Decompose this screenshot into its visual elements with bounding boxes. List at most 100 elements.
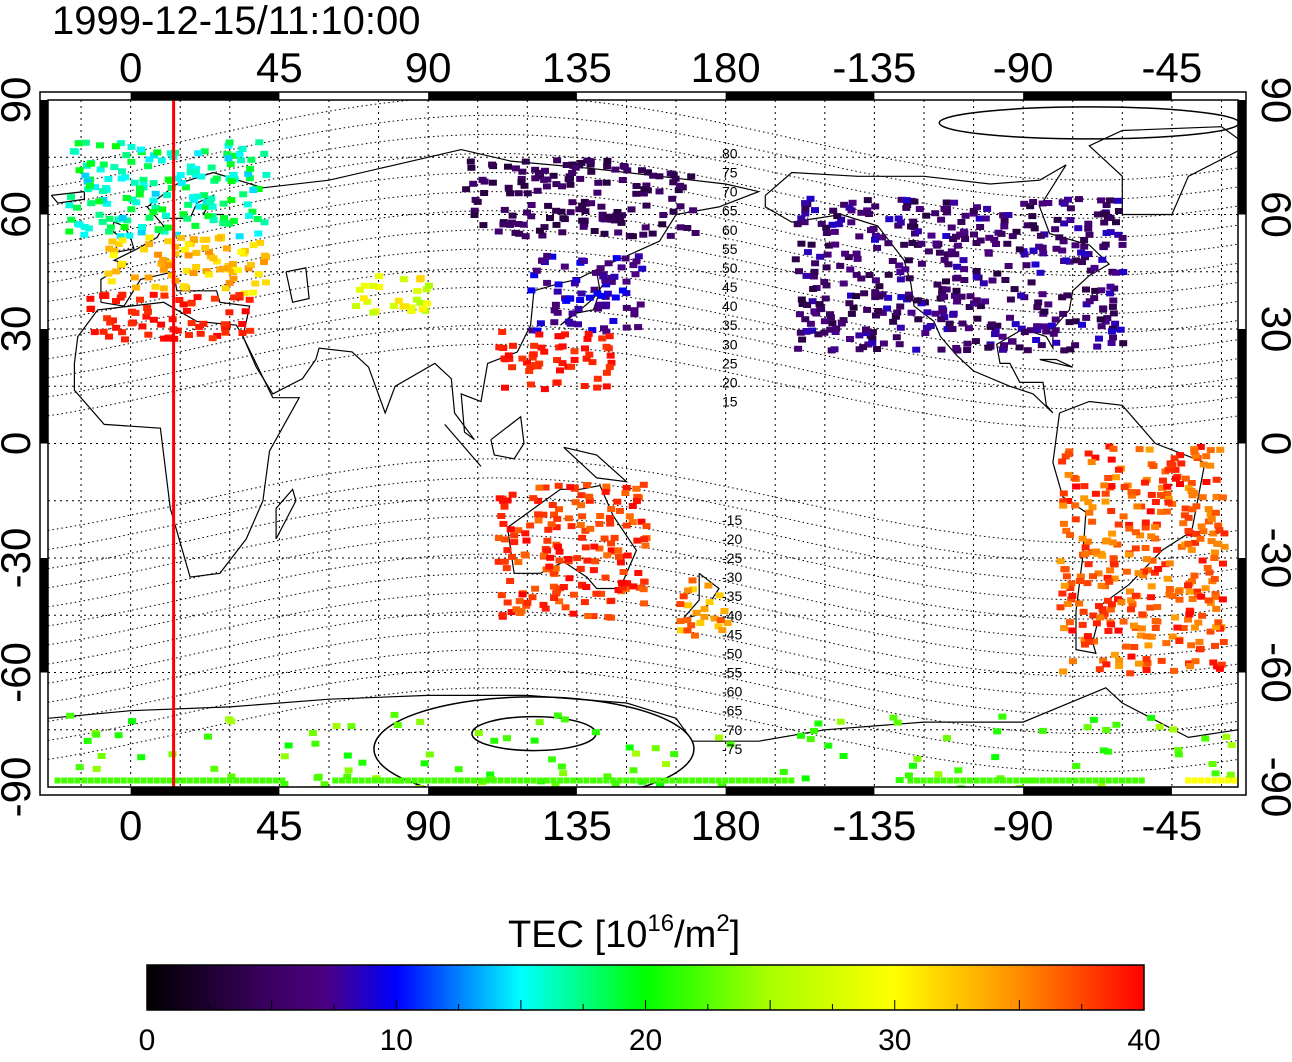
tec-cell — [972, 268, 981, 274]
tec-cell — [598, 211, 607, 218]
tec-cell — [120, 224, 129, 231]
tec-cell — [164, 238, 173, 245]
tec-cell — [726, 741, 735, 748]
tec-cell — [641, 542, 650, 549]
tec-cell — [117, 175, 126, 182]
tec-cell — [1139, 572, 1148, 579]
coastline — [444, 424, 482, 467]
tec-cell — [871, 277, 880, 284]
tec-cell — [153, 777, 160, 784]
tec-cell — [616, 777, 623, 784]
tec-cell — [633, 537, 642, 544]
tec-cell — [1070, 474, 1079, 481]
tec-cell — [1231, 777, 1238, 784]
tec-cell — [558, 360, 567, 367]
tec-cell — [605, 333, 614, 340]
tec-cell — [200, 777, 207, 784]
tec-cell — [868, 329, 877, 336]
tec-cell — [262, 279, 270, 286]
tec-cell — [629, 777, 636, 784]
tec-cell — [517, 175, 526, 182]
tec-cell — [1190, 624, 1199, 631]
tec-cell — [571, 499, 580, 506]
tec-cell — [641, 224, 650, 231]
tec-cell — [506, 578, 515, 584]
colorbar-tick-label: 30 — [878, 1024, 911, 1057]
tec-cell — [585, 351, 594, 358]
tec-cell — [147, 777, 154, 784]
colorbar-tick-label: 10 — [380, 1024, 413, 1057]
tec-cell — [869, 225, 878, 232]
tec-cell — [1038, 727, 1047, 734]
tec-cell — [904, 772, 913, 779]
tec-cell — [632, 190, 641, 197]
tec-cell — [110, 164, 119, 171]
tec-cell — [821, 295, 830, 302]
tec-cell — [1108, 539, 1117, 546]
tec-cell — [632, 183, 641, 189]
tec-cell — [155, 227, 164, 233]
right-latitude-label: -30 — [1253, 528, 1292, 589]
mlat-polar-contour — [938, 106, 1238, 140]
tec-cell — [633, 493, 642, 500]
tec-cell — [246, 777, 253, 784]
tec-cell — [254, 271, 263, 278]
tec-cell — [589, 613, 598, 620]
tec-cell — [184, 252, 193, 259]
tec-cell — [576, 522, 585, 528]
tec-cell — [800, 219, 809, 226]
tec-cell — [552, 221, 561, 228]
tec-cell — [140, 246, 149, 253]
tec-cell — [826, 311, 834, 318]
tec-cell — [914, 316, 923, 323]
tec-cell — [227, 718, 236, 725]
tec-cell — [1076, 573, 1085, 580]
tec-cell — [1072, 777, 1079, 784]
tec-cell — [144, 331, 153, 338]
tec-cell — [1017, 292, 1026, 299]
tec-cell — [499, 497, 508, 504]
coastline — [73, 301, 301, 578]
tec-cell — [86, 160, 95, 167]
tec-cell — [105, 215, 114, 222]
tec-cell — [338, 777, 345, 784]
tec-cell — [555, 557, 564, 564]
tec-cell — [1215, 665, 1224, 672]
tec-cell — [592, 590, 601, 597]
mlat-contour — [48, 610, 1238, 696]
tec-cell — [1068, 627, 1077, 634]
tec-cell — [83, 737, 92, 744]
tec-cell — [75, 167, 84, 174]
tec-cell — [1097, 550, 1106, 557]
tec-cell — [607, 278, 616, 285]
tec-cell — [961, 212, 970, 219]
tec-cell — [163, 335, 171, 342]
tec-cell — [208, 203, 217, 210]
tec-cell — [908, 240, 917, 246]
left-latitude-label: -60 — [0, 642, 39, 703]
tec-cell — [73, 204, 81, 211]
tec-cell — [551, 565, 560, 572]
tec-cell — [543, 279, 552, 286]
mlat-contour — [48, 324, 1238, 410]
tec-cell — [1151, 625, 1160, 631]
tec-cell — [1127, 489, 1136, 496]
tec-cell — [866, 332, 875, 339]
tec-cell — [1224, 777, 1231, 784]
tec-cell — [1104, 628, 1113, 634]
tec-cell — [500, 558, 509, 565]
tec-cell — [671, 175, 680, 182]
tec-cell — [583, 777, 590, 784]
tec-cell — [122, 152, 131, 159]
tec-cell — [522, 537, 531, 544]
tec-cell — [503, 497, 512, 504]
tec-cell — [1058, 247, 1067, 254]
tec-cell — [212, 175, 221, 182]
tec-cell — [1120, 484, 1129, 491]
tec-cell — [187, 163, 195, 170]
tec-cell — [548, 502, 557, 508]
tec-cell — [632, 485, 641, 492]
bottom-longitude-label: 135 — [542, 802, 612, 849]
tec-cell — [1226, 771, 1235, 778]
frame-tick-bar — [40, 329, 48, 444]
